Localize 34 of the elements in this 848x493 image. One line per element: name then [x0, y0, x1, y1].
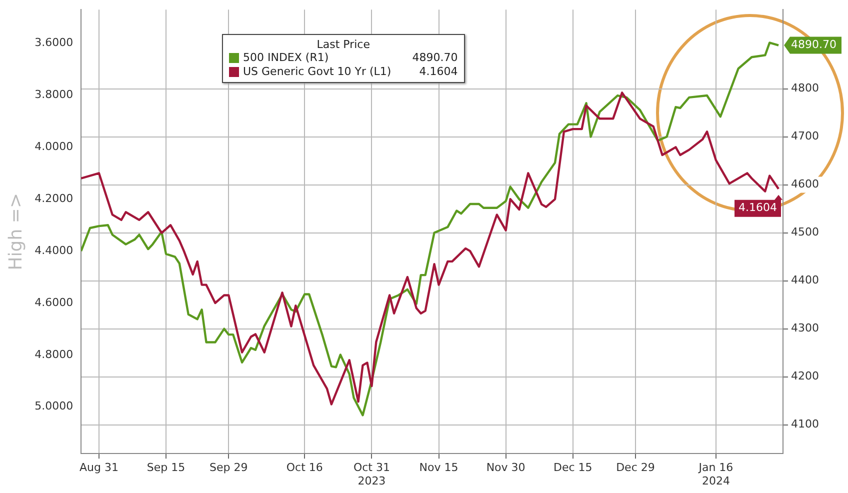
- y-tick-label: 4.4000: [34, 244, 74, 257]
- x-tick-label: Oct 31 2023: [353, 461, 390, 488]
- x-tick-label: Jan 16 2024: [698, 461, 734, 488]
- legend-label: 500 INDEX (R1): [243, 51, 329, 65]
- text: 4890.70: [412, 51, 458, 64]
- y-axis-title: High =>: [5, 192, 26, 270]
- legend-label: US Generic Govt 10 Yr (L1): [243, 65, 392, 79]
- x-tick-label: Dec 29: [616, 461, 655, 474]
- y2-tick-label: 4300: [791, 322, 820, 335]
- y-tick-label: 4.2000: [34, 192, 74, 206]
- y2-tick-label: 4800: [791, 82, 820, 95]
- data-label: 4890.70: [791, 38, 837, 52]
- y-tick-label: 4.8000: [34, 348, 74, 361]
- legend-title: Last Price: [316, 38, 371, 51]
- y2-tick-label: 4700: [791, 130, 820, 143]
- x-tick-label: Nov 30: [486, 461, 526, 474]
- y2-tick-label: 4200: [791, 370, 820, 383]
- data-label: 4.1604: [738, 201, 778, 214]
- y-tick-label: 4.6000: [34, 296, 74, 309]
- x-tick-label: Dec 15: [553, 461, 592, 474]
- y-tick-label: 5.0000: [34, 400, 74, 413]
- y-tick-label: 3.6000: [34, 36, 74, 50]
- text: 4.1604: [419, 65, 458, 78]
- y-tick-label: 3.8000: [34, 88, 74, 102]
- x-tick-label: Oct 16: [286, 461, 323, 474]
- y2-tick-label: 4400: [791, 274, 820, 287]
- x-tick-label: Sep 29: [210, 461, 248, 474]
- x-tick-label: Sep 15: [146, 461, 186, 474]
- y-tick-label: 4.0000: [34, 140, 74, 154]
- x-tick-label: Nov 15: [419, 461, 458, 474]
- y2-tick-label: 4600: [791, 178, 820, 191]
- y2-tick-label: 4100: [791, 418, 820, 431]
- x-tick-label: Aug 31: [79, 461, 118, 474]
- y2-tick-label: 4500: [791, 226, 820, 239]
